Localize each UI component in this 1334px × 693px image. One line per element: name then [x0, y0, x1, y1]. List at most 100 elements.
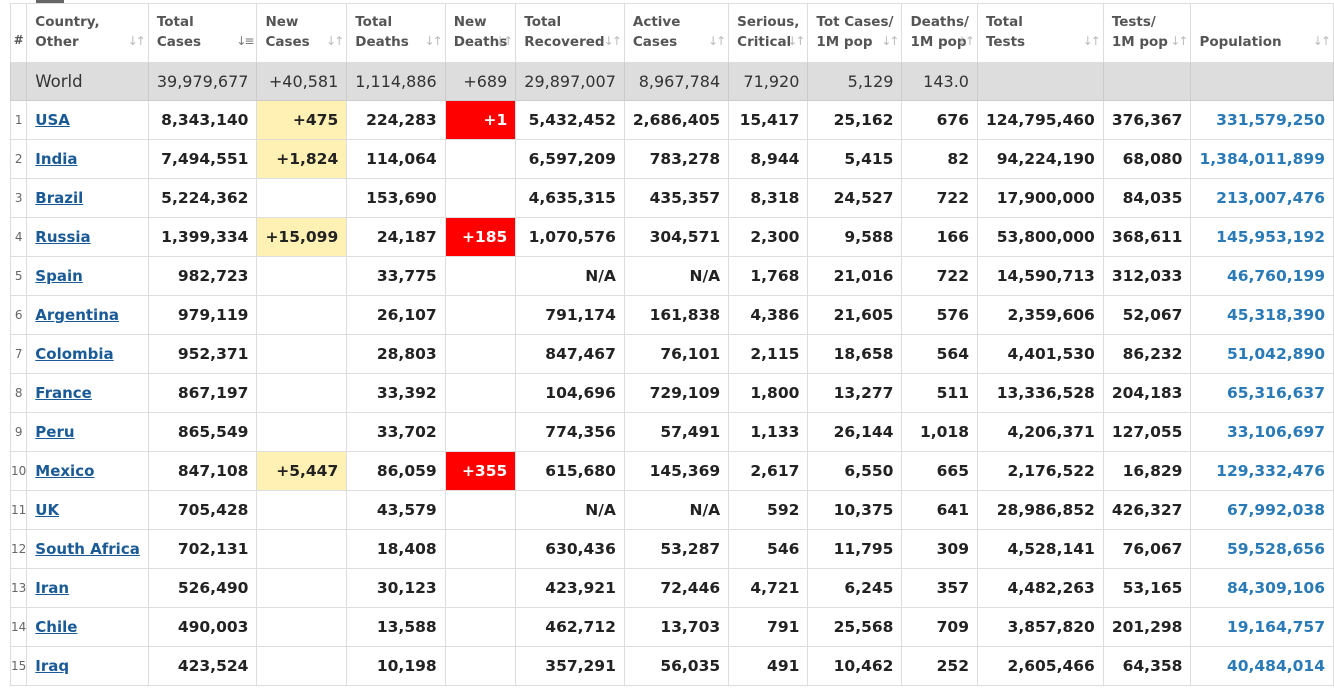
col-header-line2: 1M pop: [910, 34, 967, 50]
table-row: 15 Iraq 423,524 10,198 357,291 56,035 491 10,46…: [9, 646, 1334, 686]
active-cases-cell: 56,035: [623, 646, 730, 686]
total-tests-cell: 4,482,263: [976, 568, 1104, 608]
col-header-deaths-per-1m[interactable]: Deaths/ 1M pop ↓↑: [901, 3, 978, 63]
col-header-total-deaths[interactable]: Total Deaths ↓↑: [346, 3, 446, 63]
tests-per-1m-cell: 84,035: [1102, 178, 1192, 218]
country-link[interactable]: South Africa: [35, 540, 140, 558]
country-link[interactable]: France: [35, 384, 92, 402]
rank-cell: [9, 62, 28, 101]
col-header-new-deaths[interactable]: New Deaths ↓↑: [444, 3, 517, 63]
sort-arrows-icon[interactable]: ↓↑: [603, 34, 622, 48]
new-deaths-cell: [444, 139, 517, 179]
population-cell: 19,164,757: [1190, 607, 1334, 647]
serious-critical-cell: 546: [728, 529, 809, 569]
tests-per-1m-cell: 68,080: [1102, 139, 1192, 179]
total-recovered-cell: 29,897,007: [515, 62, 625, 101]
sort-arrows-icon[interactable]: ↓↑: [424, 34, 443, 48]
country-link[interactable]: Iraq: [35, 657, 70, 675]
country-link[interactable]: USA: [35, 111, 70, 129]
rank-cell: 5: [9, 256, 28, 296]
col-header-new-cases[interactable]: New Cases ↓↑: [256, 3, 348, 63]
total-recovered-cell: 615,680: [515, 451, 625, 491]
total-tests-cell: 2,176,522: [976, 451, 1104, 491]
country-link[interactable]: Colombia: [35, 345, 114, 363]
sort-descending-icon[interactable]: ↓≡: [236, 34, 254, 48]
country-link[interactable]: Russia: [35, 228, 91, 246]
total-cases-cell: 865,549: [147, 412, 258, 452]
new-cases-cell: +1,824: [256, 139, 348, 179]
sort-arrows-icon[interactable]: ↓↑: [787, 34, 805, 48]
new-deaths-cell: [444, 256, 517, 296]
total-cases-cell: 867,197: [147, 373, 258, 413]
serious-critical-cell: 8,318: [728, 178, 809, 218]
cases-per-1m-cell: 21,016: [807, 256, 903, 296]
country-link[interactable]: Spain: [35, 267, 83, 285]
active-cases-cell: 2,686,405: [623, 100, 730, 140]
total-deaths-cell: 1,114,886: [346, 62, 446, 101]
table-row: 11 UK 705,428 43,579 N/A N/A 592 10,375 641 28,98…: [9, 490, 1334, 530]
total-tests-cell: 3,857,820: [976, 607, 1104, 647]
col-header-serious-critical[interactable]: Serious, Critical ↓↑: [728, 3, 809, 63]
sort-arrows-icon[interactable]: ↓↑: [1082, 34, 1101, 48]
tests-per-1m-cell: 312,033: [1102, 256, 1192, 296]
col-header-total-tests[interactable]: Total Tests ↓↑: [976, 3, 1104, 63]
cases-per-1m-cell: 25,568: [807, 607, 903, 647]
sort-arrows-icon[interactable]: ↓↑: [956, 34, 975, 48]
col-header-label: #: [13, 33, 24, 47]
tests-per-1m-cell: 64,358: [1102, 646, 1192, 686]
country-link[interactable]: Chile: [35, 618, 78, 636]
rank-cell: 4: [9, 217, 28, 257]
country-link[interactable]: Iran: [35, 579, 70, 597]
sort-arrows-icon[interactable]: ↓↑: [1312, 34, 1331, 48]
col-header-line1: Population: [1199, 34, 1282, 50]
active-cases-cell: 8,967,784: [623, 62, 730, 101]
total-cases-cell: 8,343,140: [147, 100, 258, 140]
country-link[interactable]: Mexico: [35, 462, 95, 480]
total-tests-cell: 4,401,530: [976, 334, 1104, 374]
serious-critical-cell: 71,920: [728, 62, 809, 101]
population-cell: 33,106,697: [1190, 412, 1334, 452]
total-tests-cell: [976, 62, 1104, 101]
serious-critical-cell: 592: [728, 490, 809, 530]
sort-arrows-icon[interactable]: ↓↑: [127, 34, 146, 48]
sort-arrows-icon[interactable]: ↓↑: [1170, 34, 1188, 48]
new-deaths-cell: [444, 607, 517, 647]
col-header-cases-per-1m[interactable]: Tot Cases/ 1M pop ↓↑: [807, 3, 903, 63]
serious-critical-cell: 1,768: [728, 256, 809, 296]
col-header-tests-per-1m[interactable]: Tests/ 1M pop ↓↑: [1102, 3, 1192, 63]
tests-per-1m-cell: 201,298: [1102, 607, 1192, 647]
serious-critical-cell: 491: [728, 646, 809, 686]
deaths-per-1m-cell: 1,018: [901, 412, 978, 452]
population-cell: 145,953,192: [1190, 217, 1334, 257]
col-header-population[interactable]: Population ↓↑: [1190, 3, 1334, 63]
deaths-per-1m-cell: 665: [901, 451, 978, 491]
header-row: # Country, Other ↓↑ Total Cases ↓≡ New C…: [9, 3, 1334, 63]
col-header-total-cases[interactable]: Total Cases ↓≡: [147, 3, 258, 63]
new-cases-cell: [256, 256, 348, 296]
country-link[interactable]: Peru: [35, 423, 75, 441]
sort-arrows-icon[interactable]: ↓↑: [495, 34, 513, 48]
total-cases-cell: 952,371: [147, 334, 258, 374]
tests-per-1m-cell: 204,183: [1102, 373, 1192, 413]
col-header-rank[interactable]: #: [9, 3, 28, 63]
deaths-per-1m-cell: 722: [901, 256, 978, 296]
new-cases-cell: [256, 373, 348, 413]
total-recovered-cell: 774,356: [515, 412, 625, 452]
serious-critical-cell: 15,417: [728, 100, 809, 140]
col-header-total-recovered[interactable]: Total Recovered ↓↑: [515, 3, 625, 63]
cases-per-1m-cell: 10,375: [807, 490, 903, 530]
table-row: 13 Iran 526,490 30,123 423,921 72,446 4,721 6,2…: [9, 568, 1334, 608]
col-header-active-cases[interactable]: Active Cases ↓↑: [623, 3, 730, 63]
country-link[interactable]: India: [35, 150, 78, 168]
col-header-country[interactable]: Country, Other ↓↑: [26, 3, 149, 63]
total-tests-cell: 2,359,606: [976, 295, 1104, 335]
sort-arrows-icon[interactable]: ↓↑: [708, 34, 726, 48]
new-cases-cell: [256, 295, 348, 335]
country-link[interactable]: UK: [35, 501, 60, 519]
country-link[interactable]: Brazil: [35, 189, 84, 207]
sort-arrows-icon[interactable]: ↓↑: [326, 34, 344, 48]
rank-cell: 13: [9, 568, 28, 608]
cases-per-1m-cell: 6,550: [807, 451, 903, 491]
sort-arrows-icon[interactable]: ↓↑: [881, 34, 899, 48]
country-link[interactable]: Argentina: [35, 306, 119, 324]
